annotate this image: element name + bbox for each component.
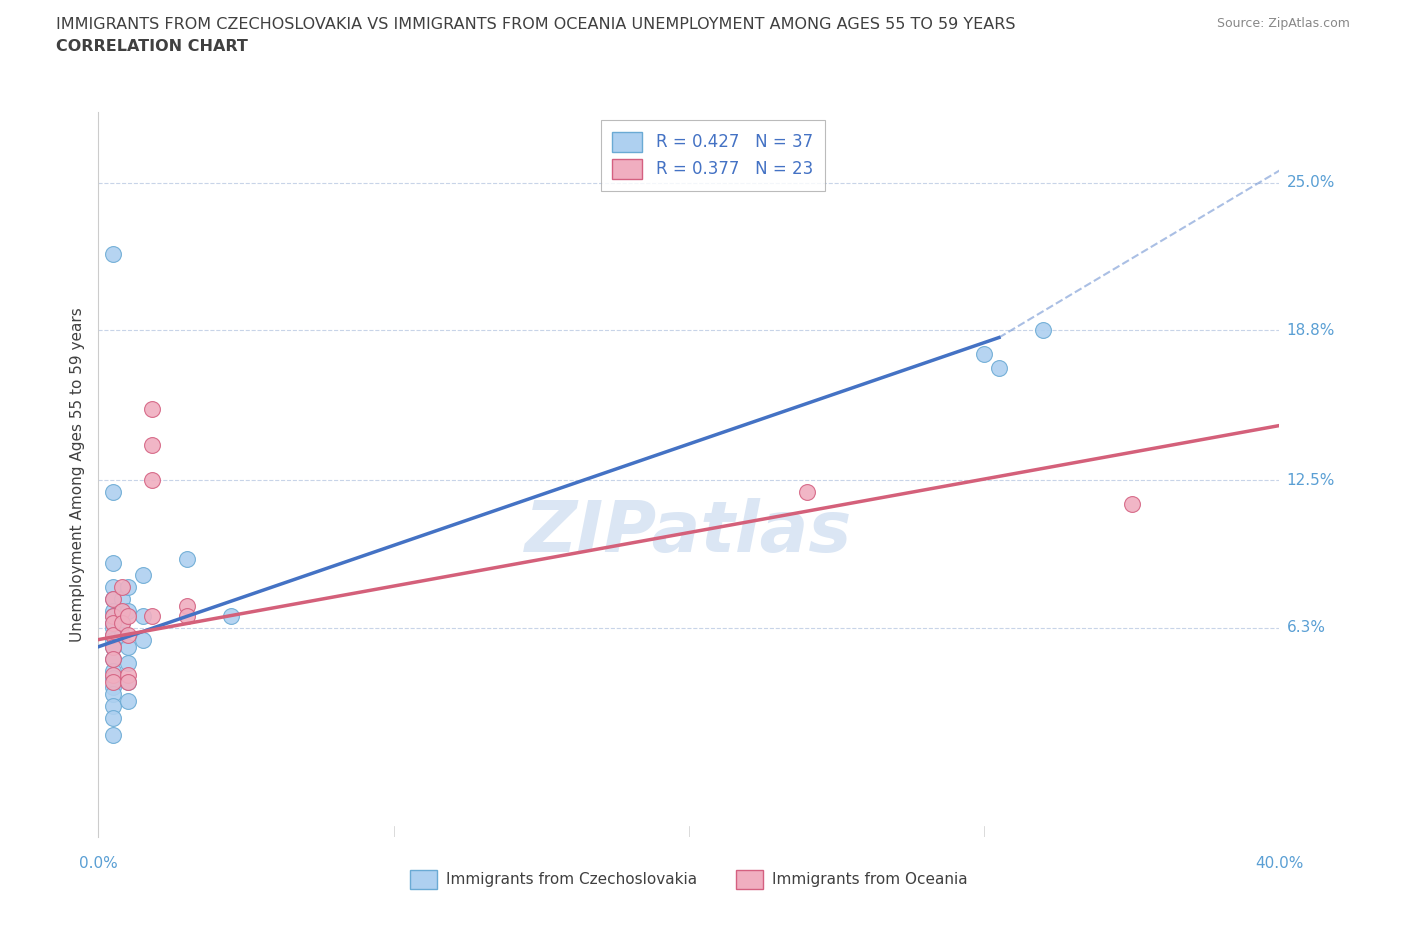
Point xyxy=(103,698,125,713)
Point xyxy=(103,675,125,690)
Point xyxy=(1032,323,1054,338)
Point xyxy=(103,671,125,685)
Point xyxy=(103,639,125,654)
Point xyxy=(141,402,163,417)
Point xyxy=(103,727,125,742)
Point xyxy=(111,628,134,643)
Point xyxy=(103,591,125,606)
Point xyxy=(117,579,139,594)
Text: 6.3%: 6.3% xyxy=(1286,620,1326,635)
Point xyxy=(796,485,818,499)
Point xyxy=(117,628,139,643)
Point xyxy=(132,568,155,583)
Point xyxy=(117,639,139,654)
Point xyxy=(111,616,134,631)
Point xyxy=(219,608,242,623)
Point xyxy=(103,616,125,631)
Point xyxy=(117,675,139,690)
Text: 12.5%: 12.5% xyxy=(1286,472,1334,487)
Point xyxy=(117,608,139,623)
Point xyxy=(141,472,163,487)
Point xyxy=(103,663,125,678)
Text: 0.0%: 0.0% xyxy=(79,856,118,871)
Text: Source: ZipAtlas.com: Source: ZipAtlas.com xyxy=(1216,17,1350,30)
Text: ZIPatlas: ZIPatlas xyxy=(526,498,852,566)
Point xyxy=(103,579,125,594)
Point xyxy=(103,556,125,571)
Text: 18.8%: 18.8% xyxy=(1286,323,1334,338)
Point xyxy=(973,347,995,362)
Point xyxy=(103,668,125,683)
Point xyxy=(111,616,134,631)
Point xyxy=(103,616,125,631)
Point xyxy=(103,651,125,666)
Point xyxy=(103,604,125,618)
Y-axis label: Unemployment Among Ages 55 to 59 years: Unemployment Among Ages 55 to 59 years xyxy=(69,307,84,642)
Text: CORRELATION CHART: CORRELATION CHART xyxy=(56,39,247,54)
Point xyxy=(141,437,163,452)
Point xyxy=(111,579,134,594)
Point xyxy=(103,711,125,725)
Point xyxy=(103,608,125,623)
Point xyxy=(117,604,139,618)
Point xyxy=(103,687,125,702)
Point xyxy=(176,551,198,566)
Point xyxy=(103,628,125,643)
Point xyxy=(117,675,139,690)
Point xyxy=(103,620,125,635)
Point xyxy=(132,608,155,623)
Point xyxy=(141,608,163,623)
Point xyxy=(176,599,198,614)
Text: 25.0%: 25.0% xyxy=(1286,176,1334,191)
Point xyxy=(132,632,155,647)
Point xyxy=(111,591,134,606)
Point xyxy=(1121,497,1143,512)
Point xyxy=(117,694,139,709)
Point xyxy=(987,361,1010,376)
Point xyxy=(103,632,125,647)
Point xyxy=(103,628,125,643)
Point xyxy=(103,651,125,666)
Point xyxy=(103,591,125,606)
Point xyxy=(103,680,125,695)
Point xyxy=(176,608,198,623)
Point xyxy=(103,608,125,623)
Text: IMMIGRANTS FROM CZECHOSLOVAKIA VS IMMIGRANTS FROM OCEANIA UNEMPLOYMENT AMONG AGE: IMMIGRANTS FROM CZECHOSLOVAKIA VS IMMIGR… xyxy=(56,17,1015,32)
Point xyxy=(103,246,125,261)
Point xyxy=(117,656,139,671)
Point xyxy=(117,668,139,683)
Point xyxy=(103,485,125,499)
Text: 40.0%: 40.0% xyxy=(1256,856,1303,871)
Legend: Immigrants from Czechoslovakia, Immigrants from Oceania: Immigrants from Czechoslovakia, Immigran… xyxy=(404,864,974,895)
Point xyxy=(111,604,134,618)
Point xyxy=(103,639,125,654)
